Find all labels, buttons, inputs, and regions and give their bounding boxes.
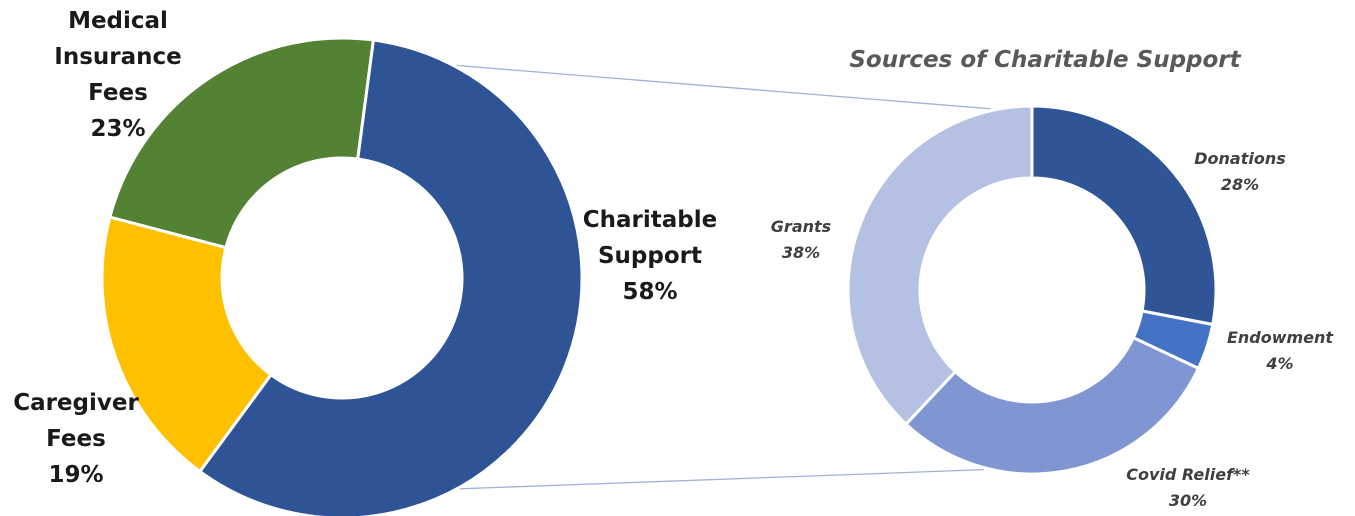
slice-label-line: 4% bbox=[1265, 354, 1293, 373]
slice-label-line: 28% bbox=[1221, 175, 1259, 194]
donut-slice-charitable-support bbox=[198, 38, 584, 516]
slice-label-line: Fees bbox=[88, 80, 148, 106]
slice-label-charitable-support: Charitable Support 58% bbox=[583, 207, 717, 305]
slice-label-grants: Grants 38% bbox=[771, 217, 831, 262]
donut-slice-caregiver-fees bbox=[100, 215, 273, 473]
slice-label-line: 58% bbox=[622, 279, 677, 305]
slice-label-line: Support bbox=[598, 243, 702, 269]
charitable-support-donut-chart bbox=[846, 104, 1218, 476]
slice-label-line: Caregiver bbox=[13, 390, 139, 416]
donut-slice-donations bbox=[1030, 104, 1218, 326]
slice-label-line: Insurance bbox=[54, 44, 181, 70]
donut-slice-covid-relief bbox=[904, 336, 1200, 476]
connector-line-top bbox=[452, 64, 991, 110]
slice-label-line: Endowment bbox=[1227, 328, 1334, 347]
donut-slice-grants bbox=[846, 104, 1034, 426]
slice-label-line: Covid Relief** bbox=[1126, 465, 1250, 484]
slice-label-line: Fees bbox=[46, 426, 106, 452]
slice-label-donations: Donations 28% bbox=[1194, 149, 1286, 194]
slice-label-endowment: Endowment 4% bbox=[1227, 328, 1334, 373]
main-donut-chart bbox=[100, 36, 584, 516]
slice-label-line: Charitable bbox=[583, 207, 717, 233]
slice-label-line: Grants bbox=[771, 217, 831, 236]
slice-label-line: 38% bbox=[782, 243, 820, 262]
slice-label-medical-insurance-fees: Medical Insurance Fees 23% bbox=[54, 8, 181, 142]
slice-label-caregiver-fees: Caregiver Fees 19% bbox=[13, 390, 139, 488]
slice-label-line: 19% bbox=[48, 462, 103, 488]
slice-label-line: 23% bbox=[90, 116, 145, 142]
slice-label-covid-relief: Covid Relief** 30% bbox=[1126, 465, 1250, 510]
main-donut-labels: Charitable Support 58% Caregiver Fees 19% Medi… bbox=[13, 8, 717, 488]
sub-chart-title: Sources of Charitable Support bbox=[849, 47, 1241, 73]
slice-label-line: Medical bbox=[68, 8, 168, 34]
sub-donut-labels: Donations 28% Endowment 4% Covid Relief** 30%… bbox=[771, 149, 1335, 510]
slice-label-line: Donations bbox=[1194, 149, 1286, 168]
slice-label-line: 30% bbox=[1169, 491, 1207, 510]
donut-slice-medical-insurance-fees bbox=[108, 36, 375, 250]
